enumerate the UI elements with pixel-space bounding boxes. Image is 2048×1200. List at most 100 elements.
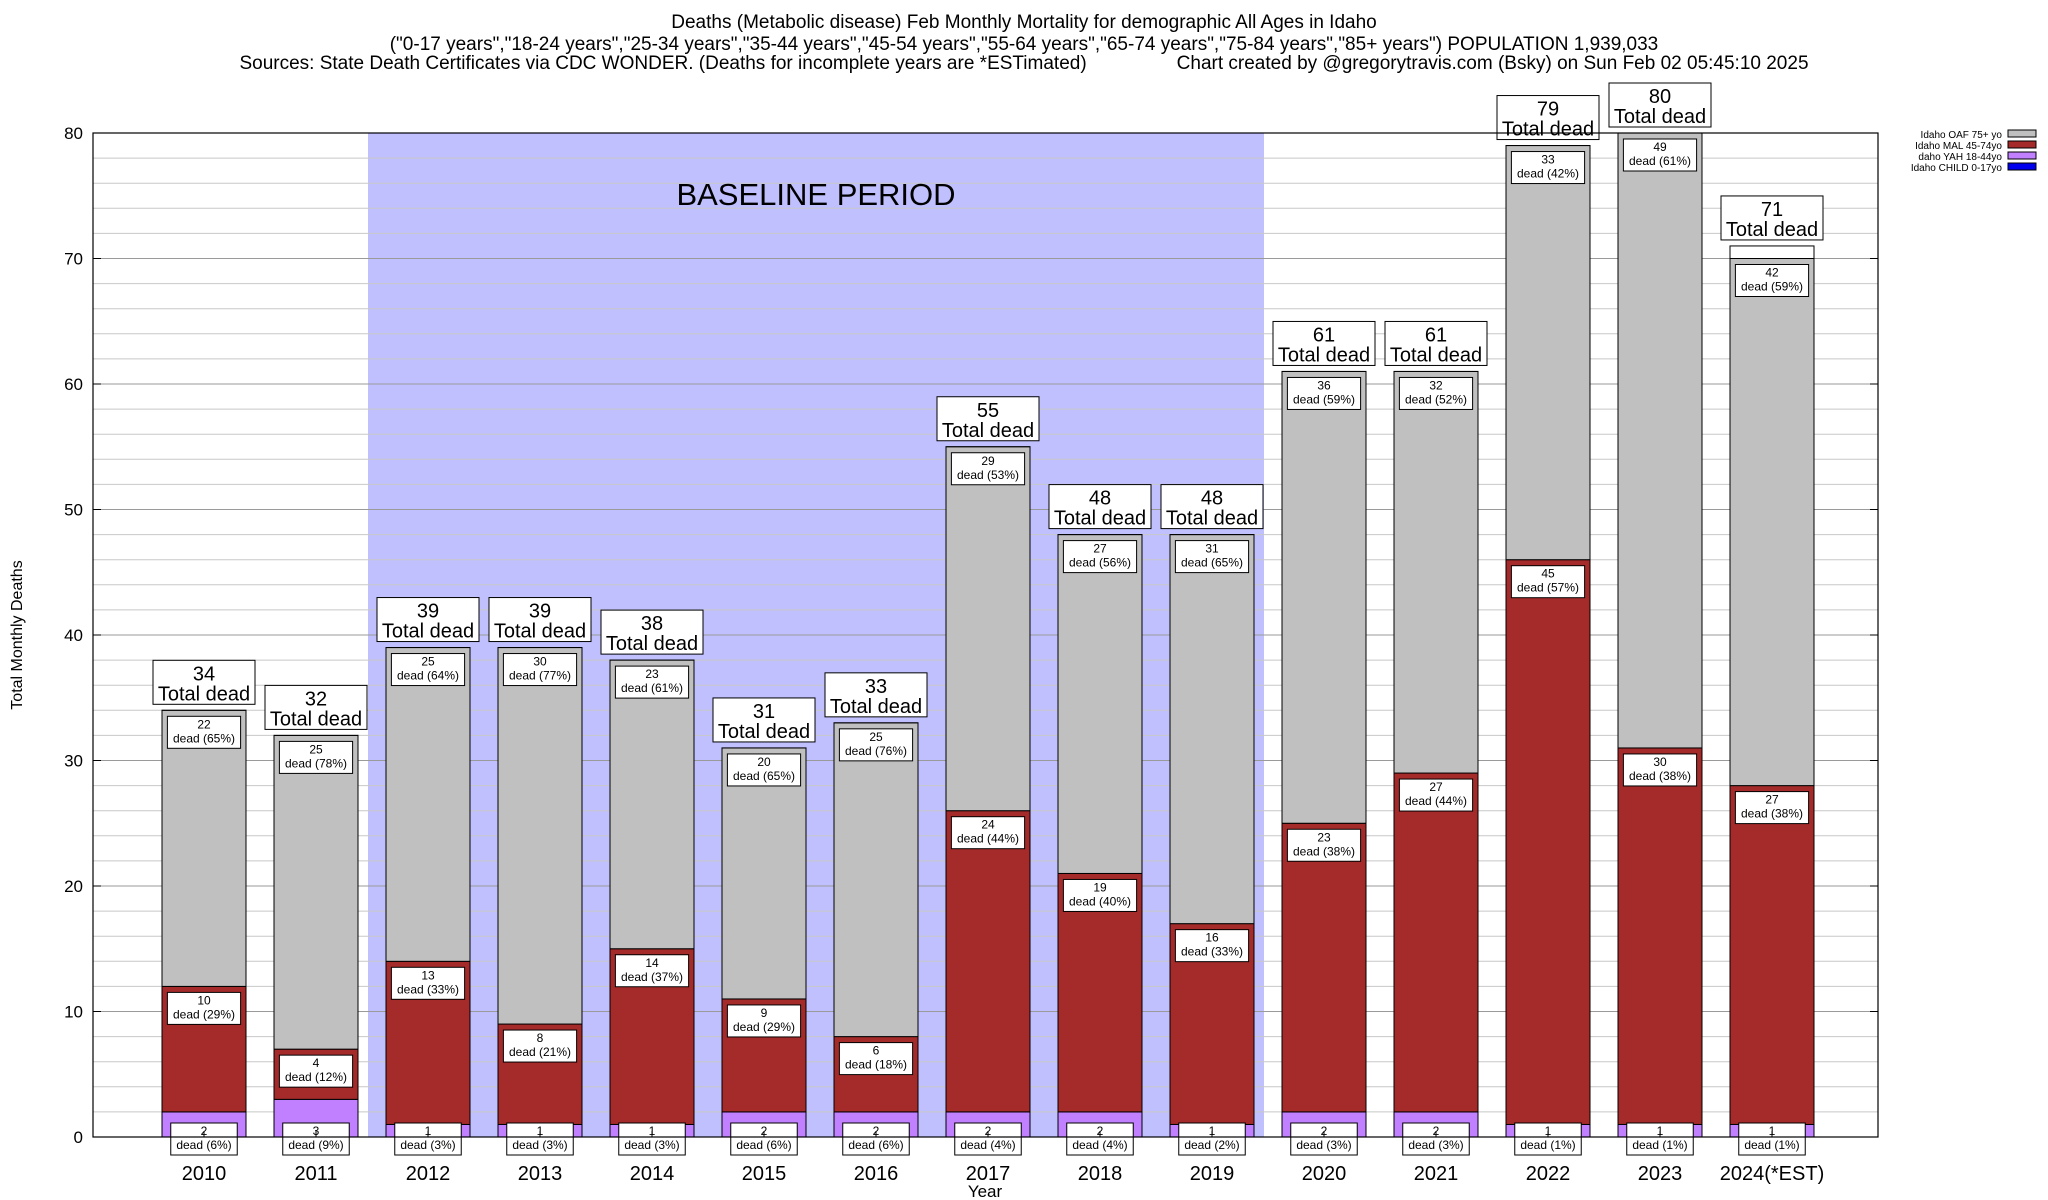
segment-label-oaf-box — [1174, 540, 1250, 574]
segment-label-yah-text: dead (3%) — [1296, 1138, 1351, 1152]
segment-label-oaf-text: 20 — [757, 755, 771, 769]
segment-label-mal-text: dead (44%) — [957, 832, 1019, 846]
chart-sources: Sources: State Death Certificates via CD… — [239, 53, 1087, 74]
segment-label-mal-box — [502, 1029, 578, 1063]
segment-label-mal-text: dead (57%) — [1517, 581, 1579, 595]
segment-label-yah-box — [506, 1122, 574, 1156]
segment-label-oaf-box — [166, 715, 242, 749]
total-label-text: Total dead — [1726, 219, 1818, 241]
bar-group-2015 — [721, 747, 807, 1138]
bar-group-2022 — [1505, 145, 1591, 1138]
bar-segment-oaf — [945, 446, 1031, 812]
total-label-text: Total dead — [1054, 508, 1146, 530]
bar-segment-oaf — [385, 647, 471, 962]
bar-segment-oaf — [1169, 534, 1255, 925]
segment-label-mal-text: 6 — [873, 1044, 880, 1058]
bar-segment-mal — [1281, 822, 1367, 1113]
segment-label-oaf-text: 30 — [533, 655, 547, 669]
segment-label-oaf-box — [1062, 540, 1138, 574]
segment-label-oaf-box — [1286, 376, 1362, 410]
segment-label-mal-text: 24 — [981, 818, 995, 832]
total-label-text: Total dead — [942, 420, 1034, 442]
chart-subtitle: ("0-17 years","18-24 years","25-34 years… — [389, 34, 1659, 55]
segment-label-mal-text: 23 — [1317, 830, 1331, 844]
bar-group-2023 — [1617, 132, 1703, 1138]
bar-group-2024(*EST) — [1729, 245, 1815, 1138]
total-label-box — [1608, 82, 1712, 128]
total-label-box — [376, 597, 480, 643]
segment-label-oaf-text: 22 — [197, 717, 211, 731]
total-label-value: 31 — [753, 701, 775, 723]
bar-segment-oaf — [1505, 145, 1591, 561]
plot-border — [92, 132, 1879, 1138]
segment-label-oaf-text: 49 — [1653, 140, 1667, 154]
segment-label-mal-box — [166, 991, 242, 1025]
bar-group-2014 — [609, 659, 695, 1138]
bar-group-2012 — [385, 647, 471, 1138]
bar-segment-oaf — [721, 747, 807, 1000]
total-label-value: 34 — [193, 663, 215, 685]
segment-label-yah-text: dead (3%) — [624, 1138, 679, 1152]
total-label-value: 33 — [865, 676, 887, 698]
total-label-text: Total dead — [382, 621, 474, 643]
segment-label-yah-text: dead (6%) — [848, 1138, 903, 1152]
bar-segment-oaf — [609, 659, 695, 950]
segment-label-mal-box — [1734, 791, 1810, 825]
segment-label-mal-box — [1398, 778, 1474, 812]
segment-label-oaf-box — [278, 740, 354, 774]
segment-label-oaf-box — [838, 728, 914, 762]
chart-credit: Chart created by @gregorytravis.com (Bsk… — [1176, 53, 1809, 74]
segment-label-mal-text: dead (38%) — [1741, 807, 1803, 821]
legend-swatch-mal — [2007, 140, 2037, 149]
total-label-text: Total dead — [158, 683, 250, 705]
x-tick-label: 2013 — [518, 1163, 563, 1185]
segment-label-oaf-box — [726, 753, 802, 787]
bar-group-2010 — [161, 709, 247, 1138]
bar-segment-oaf — [833, 722, 919, 1038]
total-label-text: Total dead — [1166, 508, 1258, 530]
baseline-period-label: BASELINE PERIOD — [676, 177, 955, 212]
y-tick-label: 70 — [64, 250, 83, 269]
segment-label-yah-text: dead (2%) — [1184, 1138, 1239, 1152]
bar-segment-oaf — [1393, 370, 1479, 774]
segment-label-oaf-text: dead (53%) — [957, 468, 1019, 482]
total-label-text: Total dead — [830, 696, 922, 718]
bar-segment-mal — [1057, 872, 1143, 1113]
segment-label-oaf-text: dead (61%) — [621, 681, 683, 695]
total-label-value: 39 — [529, 601, 551, 623]
total-label-value: 61 — [1425, 324, 1447, 346]
segment-label-mal-box — [726, 1004, 802, 1038]
segment-label-yah-box — [1738, 1122, 1806, 1156]
segment-label-oaf-text: dead (65%) — [733, 769, 795, 783]
bar-segment-oaf — [273, 734, 359, 1050]
segment-label-oaf-text: 27 — [1093, 542, 1107, 556]
bar-segment-mal — [945, 810, 1031, 1113]
segment-label-mal-text: dead (12%) — [285, 1070, 347, 1084]
total-label-box — [1048, 484, 1152, 530]
total-label-value: 71 — [1761, 199, 1783, 221]
total-label-box — [1272, 320, 1376, 366]
total-label-value: 39 — [417, 601, 439, 623]
total-label-box — [152, 659, 256, 705]
x-tick-label: 2020 — [1302, 1163, 1347, 1185]
segment-label-mal-text: dead (33%) — [1181, 945, 1243, 959]
segment-label-oaf-text: 32 — [1429, 378, 1443, 392]
